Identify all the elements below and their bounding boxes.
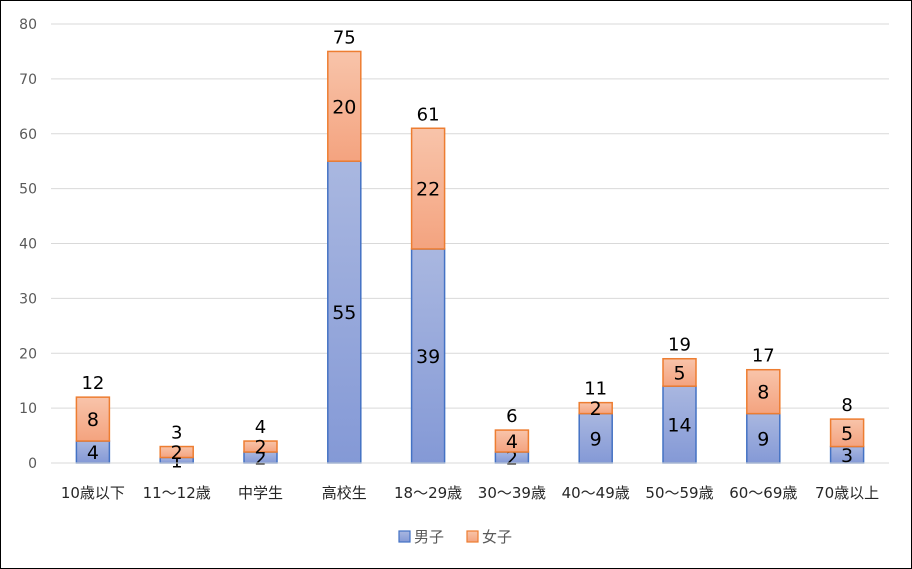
x-tick-label: 中学生 bbox=[238, 484, 283, 502]
bar-stack: 9 8 17 bbox=[746, 346, 781, 464]
data-label: 14 bbox=[667, 415, 691, 437]
data-label: 2 bbox=[254, 448, 266, 470]
data-label: 20 bbox=[332, 96, 356, 118]
data-label: 9 bbox=[590, 428, 602, 450]
y-tick-label: 0 bbox=[28, 456, 37, 472]
total-label: 11 bbox=[584, 379, 607, 400]
data-label: 39 bbox=[416, 346, 440, 368]
y-tick-label: 20 bbox=[19, 346, 37, 362]
legend-swatch-female bbox=[466, 530, 479, 543]
data-label: 8 bbox=[757, 382, 769, 404]
legend-label: 男子 bbox=[414, 528, 444, 546]
legend-item-female: 女子 bbox=[466, 528, 512, 546]
x-tick-label: 70歳以上 bbox=[815, 484, 879, 502]
bar-segment-male bbox=[327, 160, 362, 464]
bar-segment-female bbox=[662, 357, 697, 387]
y-tick-label: 30 bbox=[19, 291, 37, 307]
data-label: 2 bbox=[590, 398, 602, 420]
data-label: 5 bbox=[673, 362, 685, 384]
bar-segment-female bbox=[75, 396, 111, 442]
bar-stack: 24 6 bbox=[494, 406, 530, 470]
gridlines bbox=[51, 23, 889, 409]
x-tick-label: 11〜12歳 bbox=[143, 484, 211, 502]
bar-stack: 14 5 19 bbox=[662, 335, 697, 464]
total-label: 8 bbox=[841, 395, 852, 416]
x-axis-labels: 10歳以下 11〜12歳 中学生 高校生 18〜29歳 30〜39歳 40〜49歳 50〜59… bbox=[61, 484, 879, 502]
data-label: 2 bbox=[254, 437, 266, 459]
x-tick-label: 60〜69歳 bbox=[729, 484, 797, 502]
data-label: 2 bbox=[171, 442, 183, 464]
legend-label: 女子 bbox=[482, 528, 512, 546]
legend: 男子 女子 bbox=[398, 528, 512, 546]
bar-stack: 4 8 12 bbox=[75, 373, 111, 464]
bar-segment-male bbox=[662, 385, 697, 464]
total-label: 75 bbox=[333, 27, 356, 48]
data-label: 5 bbox=[841, 423, 853, 445]
x-tick-label: 18〜29歳 bbox=[394, 484, 462, 502]
bar-segment-female bbox=[746, 368, 781, 415]
y-tick-label: 60 bbox=[19, 127, 37, 143]
bar-segment-female bbox=[410, 127, 446, 250]
x-tick-label: 30〜39歳 bbox=[478, 484, 546, 502]
legend-swatch-male bbox=[398, 530, 411, 543]
bar-stack: 123 bbox=[159, 423, 194, 472]
x-tick-label: 40〜49歳 bbox=[562, 484, 630, 502]
y-tick-label: 50 bbox=[19, 182, 37, 198]
data-label: 9 bbox=[757, 428, 769, 450]
bar-stack: 9 211 bbox=[578, 379, 613, 464]
data-label: 22 bbox=[416, 179, 440, 201]
data-label: 2 bbox=[506, 448, 518, 470]
y-tick-label: 70 bbox=[19, 72, 37, 88]
bar-segment-female bbox=[243, 440, 278, 453]
bar-segment-female bbox=[159, 445, 194, 459]
data-label: 4 bbox=[506, 431, 518, 453]
y-tick-label: 40 bbox=[19, 237, 37, 253]
data-label: 55 bbox=[332, 302, 356, 324]
total-label: 17 bbox=[752, 346, 775, 367]
total-label: 6 bbox=[506, 406, 517, 427]
bar-segment-male bbox=[578, 412, 613, 464]
bars: 4812123224552075392261246921114519981735… bbox=[75, 27, 865, 472]
y-tick-label: 10 bbox=[19, 401, 37, 417]
data-label: 8 bbox=[87, 409, 99, 431]
total-label: 3 bbox=[171, 423, 182, 444]
total-label: 4 bbox=[255, 417, 266, 438]
data-label: 4 bbox=[87, 442, 99, 464]
y-axis-ticks: 0 10 20 30 40 50 60 70 80 bbox=[19, 17, 37, 472]
total-label: 19 bbox=[668, 335, 691, 356]
bar-stack: 224 bbox=[243, 417, 278, 470]
bar-segment-female bbox=[829, 418, 865, 448]
bar-segment-female bbox=[578, 401, 613, 415]
bar-segment-male bbox=[746, 412, 781, 464]
x-tick-label: 50〜59歳 bbox=[645, 484, 713, 502]
total-label: 61 bbox=[417, 104, 440, 125]
bar-stack: 35 8 bbox=[829, 395, 865, 467]
x-tick-label: 高校生 bbox=[322, 484, 367, 502]
data-label: 3 bbox=[841, 445, 853, 467]
bar-stack: 55 20 75 bbox=[327, 27, 362, 464]
total-label: 12 bbox=[81, 373, 104, 394]
bar-segment-female bbox=[327, 50, 362, 162]
legend-item-male: 男子 bbox=[398, 528, 444, 546]
y-tick-label: 80 bbox=[19, 17, 37, 33]
bar-segment-female bbox=[494, 429, 530, 453]
x-tick-label: 10歳以下 bbox=[61, 484, 125, 502]
bar-stack: 39 22 61 bbox=[410, 104, 446, 464]
